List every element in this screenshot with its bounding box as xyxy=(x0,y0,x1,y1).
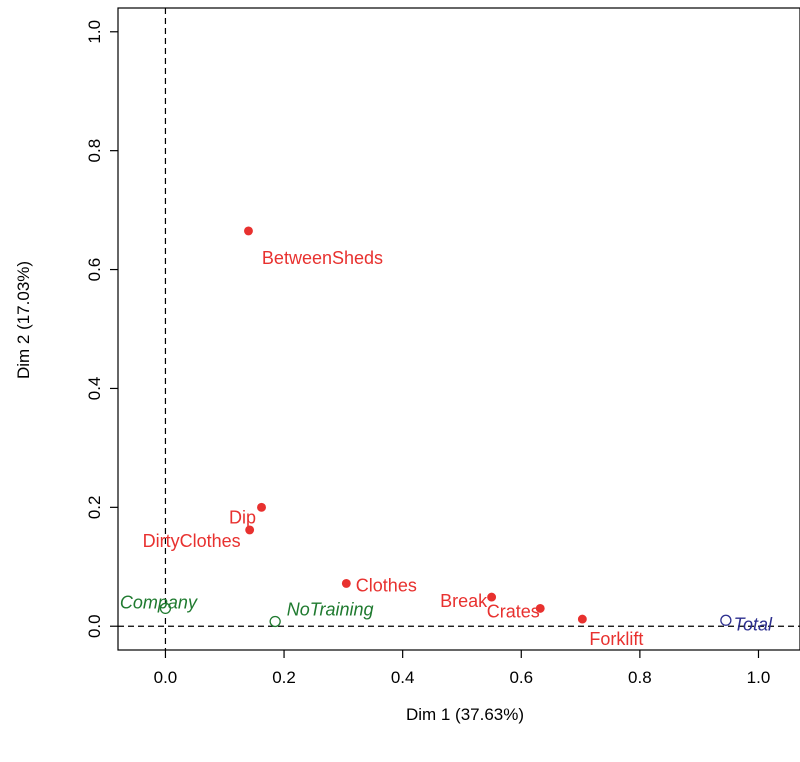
point-label-total: Total xyxy=(734,614,773,634)
x-tick-label: 1.0 xyxy=(747,668,771,687)
point-label-company: Company xyxy=(120,592,198,612)
x-tick-label: 0.4 xyxy=(391,668,415,687)
data-point-betweensheds xyxy=(244,226,253,236)
x-tick-label: 0.8 xyxy=(628,668,652,687)
point-label-crates: Crates xyxy=(487,601,540,621)
data-point-company xyxy=(159,602,172,615)
y-tick-label: 0.2 xyxy=(85,496,104,520)
point-label-notraining: NoTraining xyxy=(287,599,374,619)
y-axis: 0.0 0.2 0.4 0.6 0.8 1.0 xyxy=(85,20,118,638)
data-point-break xyxy=(487,592,497,602)
data-point-clothes xyxy=(341,578,351,588)
data-point-notraining xyxy=(269,615,281,628)
y-axis-title: Dim 2 (17.03%) xyxy=(14,261,33,379)
point-label-break: Break xyxy=(440,591,488,611)
point-labels: BetweenShedsDipDirtyClothesClothesBreakC… xyxy=(120,248,773,649)
data-point-crates xyxy=(535,603,545,613)
x-axis-title: Dim 1 (37.63%) xyxy=(406,705,524,724)
data-point-dirtyclothes xyxy=(245,525,255,535)
data-point-dip xyxy=(257,502,266,512)
point-label-clothes: Clothes xyxy=(356,575,417,595)
point-label-dip: Dip xyxy=(229,507,256,527)
point-label-dirtyclothes: DirtyClothes xyxy=(143,531,241,551)
reference-lines xyxy=(118,8,800,650)
y-tick-label: 0.0 xyxy=(85,614,104,638)
data-point-forklift xyxy=(577,614,587,624)
y-tick-label: 0.6 xyxy=(85,258,104,282)
data-point-total xyxy=(720,614,732,626)
y-tick-label: 0.8 xyxy=(85,139,104,163)
point-label-betweensheds: BetweenSheds xyxy=(262,248,383,268)
plot-frame xyxy=(117,7,800,651)
y-tick-label: 1.0 xyxy=(85,20,104,44)
data-points xyxy=(159,226,732,628)
x-tick-label: 0.6 xyxy=(509,668,533,687)
y-tick-label: 0.4 xyxy=(85,377,104,401)
x-tick-label: 0.2 xyxy=(272,668,296,687)
x-tick-label: 0.0 xyxy=(154,668,178,687)
point-label-forklift: Forklift xyxy=(589,629,643,649)
x-axis: 0.0 0.2 0.4 0.6 0.8 1.0 xyxy=(154,650,771,687)
